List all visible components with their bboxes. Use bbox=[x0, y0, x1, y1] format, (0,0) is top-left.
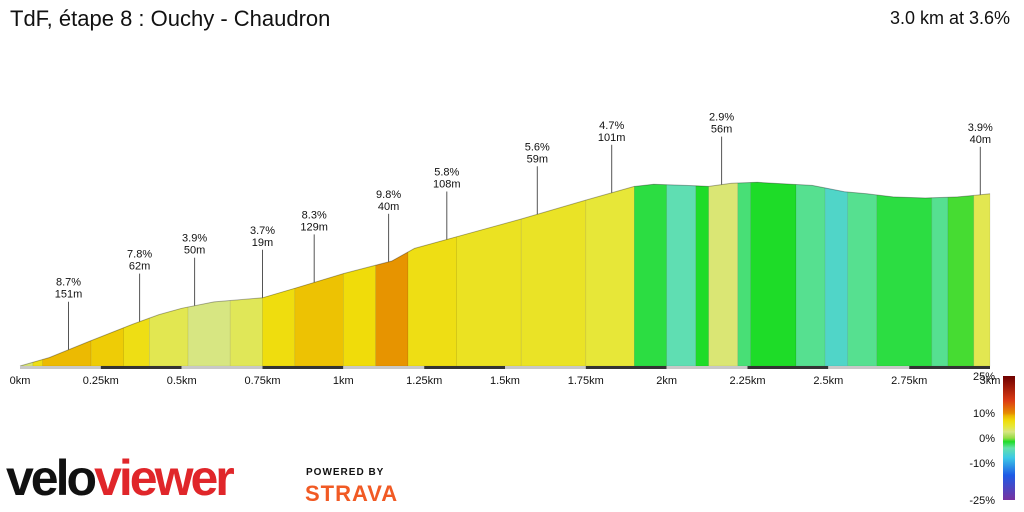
axis-band bbox=[828, 366, 910, 369]
legend-label: -10% bbox=[969, 458, 995, 470]
axis-band bbox=[909, 366, 990, 369]
annotation-length: 40m bbox=[970, 134, 991, 146]
axis-band bbox=[262, 366, 344, 369]
annotation-length: 129m bbox=[300, 221, 328, 233]
gradient-colorbar bbox=[1003, 376, 1015, 500]
gradient-segment bbox=[456, 218, 522, 367]
gradient-segment bbox=[634, 183, 667, 367]
x-tick-label: 0km bbox=[10, 375, 31, 387]
annotation-grade: 5.8% bbox=[434, 167, 459, 179]
gradient-segment bbox=[824, 187, 848, 367]
gradient-segment bbox=[90, 327, 124, 367]
x-tick-label: 1.25km bbox=[406, 375, 442, 387]
x-tick-label: 1.5km bbox=[490, 375, 520, 387]
gradient-segment bbox=[229, 297, 263, 367]
x-tick-label: 2km bbox=[656, 375, 677, 387]
annotation-length: 62m bbox=[129, 261, 150, 273]
annotation-length: 59m bbox=[527, 153, 548, 165]
gradient-segment bbox=[262, 287, 296, 367]
annotation-grade: 3.9% bbox=[968, 122, 993, 134]
annotation-grade: 4.7% bbox=[599, 120, 624, 132]
gradient-segment bbox=[947, 195, 975, 367]
x-tick-label: 3km bbox=[980, 375, 1001, 387]
gradient-segment bbox=[375, 251, 409, 367]
x-tick-label: 1km bbox=[333, 375, 354, 387]
gradient-segment bbox=[520, 199, 587, 367]
gradient-segment bbox=[407, 236, 457, 367]
veloviewer-logo: veloviewer bbox=[6, 450, 235, 506]
annotation-length: 101m bbox=[598, 132, 626, 144]
gradient-segment bbox=[847, 191, 878, 367]
gradient-segment bbox=[123, 317, 150, 367]
annotation-length: 108m bbox=[433, 179, 461, 191]
strava-logo: STRAVA bbox=[305, 481, 399, 506]
x-axis: 0km 0.25km 0.5km 0.75km 1km 1.25km 1.5km 1.75km… bbox=[10, 366, 1001, 387]
annotation-length: 40m bbox=[378, 201, 399, 213]
gradient-segment bbox=[294, 273, 344, 367]
gradient-segment bbox=[343, 264, 376, 367]
gradient-segment bbox=[187, 300, 231, 367]
powered-by-label: POWERED BY bbox=[306, 467, 385, 478]
x-tick-label: 0.75km bbox=[244, 375, 280, 387]
x-tick-label: 0.25km bbox=[83, 375, 119, 387]
annotation-grade: 8.3% bbox=[302, 209, 327, 221]
annotation-length: 56m bbox=[711, 124, 732, 136]
climb-summary: 3.0 km at 3.6% bbox=[889, 8, 1010, 28]
gradient-segment bbox=[42, 340, 92, 367]
gradient-segment bbox=[931, 196, 949, 367]
axis-band bbox=[181, 366, 263, 369]
annotation-grade: 3.7% bbox=[250, 225, 275, 237]
annotation-grade: 5.6% bbox=[525, 141, 550, 153]
climb-annotations: 8.7%151m7.8%62m3.9%50m3.7%19m8.3%129m9.8… bbox=[55, 112, 993, 350]
profile-line bbox=[19, 181, 991, 367]
axis-band bbox=[747, 366, 829, 369]
annotation-length: 151m bbox=[55, 289, 83, 301]
axis-band bbox=[343, 366, 425, 369]
annotation-grade: 7.8% bbox=[127, 249, 152, 261]
gradient-segment bbox=[973, 193, 991, 367]
profile-outline bbox=[19, 181, 991, 367]
x-tick-label: 2.5km bbox=[813, 375, 843, 387]
x-tick-label: 2.75km bbox=[891, 375, 927, 387]
legend-label: 0% bbox=[979, 433, 995, 445]
gradient-segment bbox=[737, 182, 751, 367]
axis-band bbox=[666, 366, 748, 369]
axis-band bbox=[20, 366, 101, 369]
annotation-grade: 3.9% bbox=[182, 233, 207, 245]
page-title: TdF, étape 8 : Ouchy - Chaudron bbox=[10, 6, 331, 31]
gradient-segment bbox=[876, 194, 933, 367]
annotation-length: 50m bbox=[184, 245, 205, 257]
legend-label: 25% bbox=[973, 371, 995, 383]
annotation-grade: 9.8% bbox=[376, 189, 401, 201]
gradient-segment bbox=[750, 181, 797, 367]
gradient-segment bbox=[585, 186, 635, 367]
x-tick-label: 2.25km bbox=[729, 375, 765, 387]
gradient-segments bbox=[19, 181, 991, 367]
gradient-segment bbox=[795, 184, 826, 367]
gradient-legend: 25% 10% 0% -10% -25% bbox=[969, 371, 1015, 507]
axis-band bbox=[505, 366, 586, 369]
annotation-length: 19m bbox=[252, 237, 273, 249]
axis-band bbox=[585, 366, 667, 369]
annotation-grade: 8.7% bbox=[56, 277, 81, 289]
legend-label: -25% bbox=[969, 495, 995, 507]
x-tick-label: 0.5km bbox=[167, 375, 197, 387]
legend-label: 10% bbox=[973, 408, 995, 420]
axis-band bbox=[424, 366, 505, 369]
axis-band bbox=[100, 366, 182, 369]
gradient-segment bbox=[708, 182, 739, 367]
x-tick-label: 1.75km bbox=[568, 375, 604, 387]
gradient-segment bbox=[666, 184, 697, 367]
gradient-segment bbox=[695, 185, 709, 367]
annotation-grade: 2.9% bbox=[709, 112, 734, 124]
